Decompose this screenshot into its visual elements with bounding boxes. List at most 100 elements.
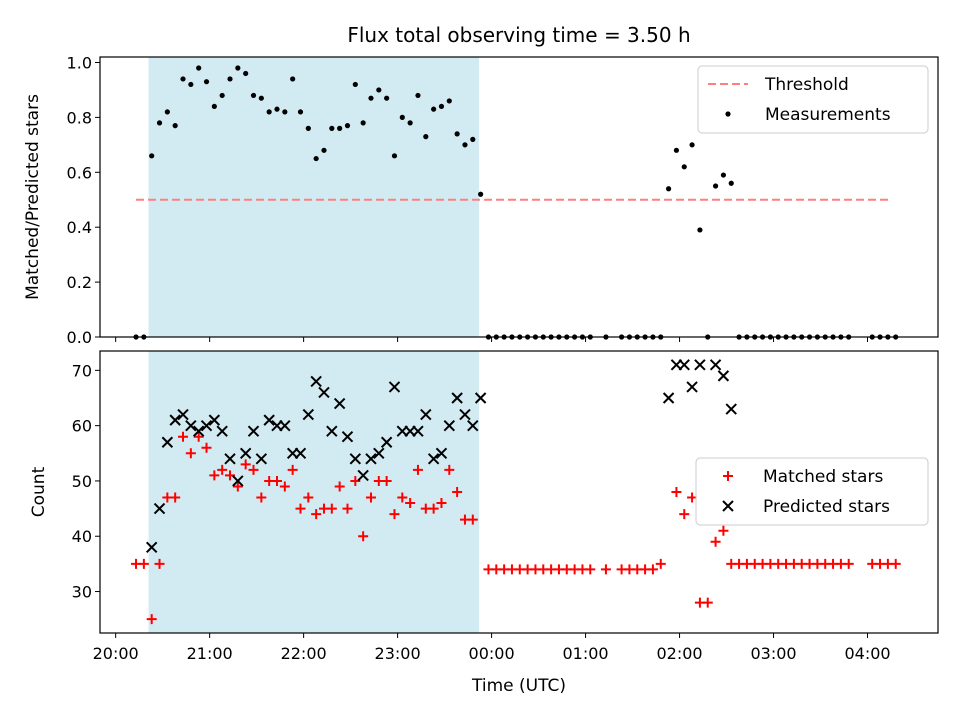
predicted-star-point (185, 419, 197, 432)
measurement-point (188, 81, 194, 88)
measurement-point (172, 123, 178, 129)
measurement-point (180, 76, 186, 82)
measurement-point (368, 95, 374, 101)
predicted-star-point (310, 375, 322, 388)
matched-star-point (647, 564, 658, 575)
predicted-star-point (239, 447, 252, 460)
observing-window-shade-top (148, 57, 480, 337)
matched-star-point (444, 464, 455, 475)
predicted-star-point (145, 541, 158, 554)
legend-matched-label: Matched stars (763, 467, 883, 487)
matched-star-point (452, 487, 463, 497)
predicted-star-point (208, 414, 221, 426)
x-axis-label: Time (UTC) (471, 676, 566, 696)
top-ytick-label: 0.4 (67, 218, 92, 237)
measurement-point (478, 191, 484, 197)
predicted-star-point (662, 392, 675, 404)
matched-star-point (365, 492, 376, 503)
measurement-point (219, 92, 225, 99)
measurement-point (274, 106, 280, 112)
matched-star-point (389, 509, 400, 520)
predicted-star-point (177, 408, 189, 421)
top-ytick-label: 0.8 (67, 108, 92, 127)
predicted-star-point (192, 425, 205, 437)
predicted-star-point (678, 359, 690, 371)
matched-star-point (358, 531, 369, 542)
matched-star-point (201, 442, 212, 453)
measurement-point (407, 120, 413, 126)
matched-star-point (600, 564, 611, 575)
x-tick-label: 21:00 (187, 644, 233, 663)
top-ytick-label: 1.0 (67, 53, 92, 72)
matched-star-point (311, 509, 322, 520)
legend-predicted-swatch (722, 500, 734, 512)
measurement-point (720, 172, 727, 178)
predicted-star-point (443, 419, 456, 432)
observing-window-shade-bottom (148, 351, 480, 633)
measurement-point (305, 125, 311, 131)
legend-matched-swatch (723, 471, 733, 481)
predicted-star-point (427, 453, 440, 465)
matched-star-point (279, 481, 290, 492)
measurement-point (352, 81, 358, 88)
measurement-point (712, 183, 719, 189)
top-ytick-label: 0.0 (67, 328, 92, 347)
measurement-point (399, 114, 405, 120)
matched-star-point (326, 503, 337, 514)
predicted-star-point (326, 425, 338, 437)
legend-measurements-label: Measurements (765, 105, 891, 125)
measurement-point (360, 120, 366, 126)
bottom-ytick-label: 30 (72, 583, 92, 602)
bottom-panel: 30 40 50 60 70 20:00 21:00 22:00 23:00 00:00 01:0… (29, 350, 939, 663)
bottom-panel-frame (99, 350, 939, 634)
top-ytick-label: 0.2 (67, 273, 92, 292)
predicted-star-point (169, 414, 181, 426)
predicted-star-point (161, 436, 174, 448)
predicted-star-point (686, 381, 698, 393)
measurement-point (446, 98, 452, 104)
measurement-point (697, 227, 703, 233)
predicted-star-point (451, 392, 463, 404)
matched-star-point (405, 498, 416, 509)
measurement-point (258, 95, 264, 101)
bottom-ytick-label: 70 (72, 361, 92, 380)
measurement-point (329, 125, 335, 131)
measurement-point (391, 153, 398, 159)
measurement-point (728, 180, 734, 186)
matched-star-point (381, 475, 392, 486)
measurement-point (454, 131, 460, 137)
measurement-point (313, 155, 319, 162)
matched-star-point (138, 558, 149, 569)
top-legend: Threshold Measurements (697, 65, 929, 134)
measurement-point (470, 136, 476, 142)
predicted-star-point (255, 453, 268, 465)
predicted-star-point (717, 370, 730, 382)
measurement-point (211, 103, 217, 110)
top-panel: 0.0 0.2 0.4 0.6 0.8 1.0 Matched/Predicted sta… (23, 53, 939, 347)
measurement-point (689, 142, 695, 148)
measurement-point (156, 120, 163, 126)
predicted-star-point (216, 425, 228, 437)
predicted-star-point (420, 408, 432, 421)
measurement-point (344, 123, 351, 129)
matched-star-point (256, 492, 267, 503)
predicted-star-point (294, 447, 307, 460)
predicted-star-point (365, 453, 377, 465)
measurement-point (431, 106, 437, 112)
top-panel-frame (99, 56, 939, 338)
measurement-point (415, 92, 421, 99)
matched-star-point (185, 448, 196, 459)
predicted-star-point (200, 419, 213, 432)
measurement-point (235, 65, 241, 71)
measurement-point (203, 79, 210, 85)
predicted-star-point (318, 386, 330, 399)
matched-star-point (350, 475, 361, 486)
measurement-point (266, 109, 272, 115)
predicted-star-point (459, 408, 471, 421)
measurement-point (149, 153, 155, 159)
x-tick-label: 02:00 (656, 644, 702, 663)
matched-star-point (655, 558, 666, 569)
predicted-star-point (349, 453, 362, 465)
chart-title: Flux total observing time = 3.50 h (347, 23, 690, 47)
predicted-star-point (232, 475, 244, 487)
